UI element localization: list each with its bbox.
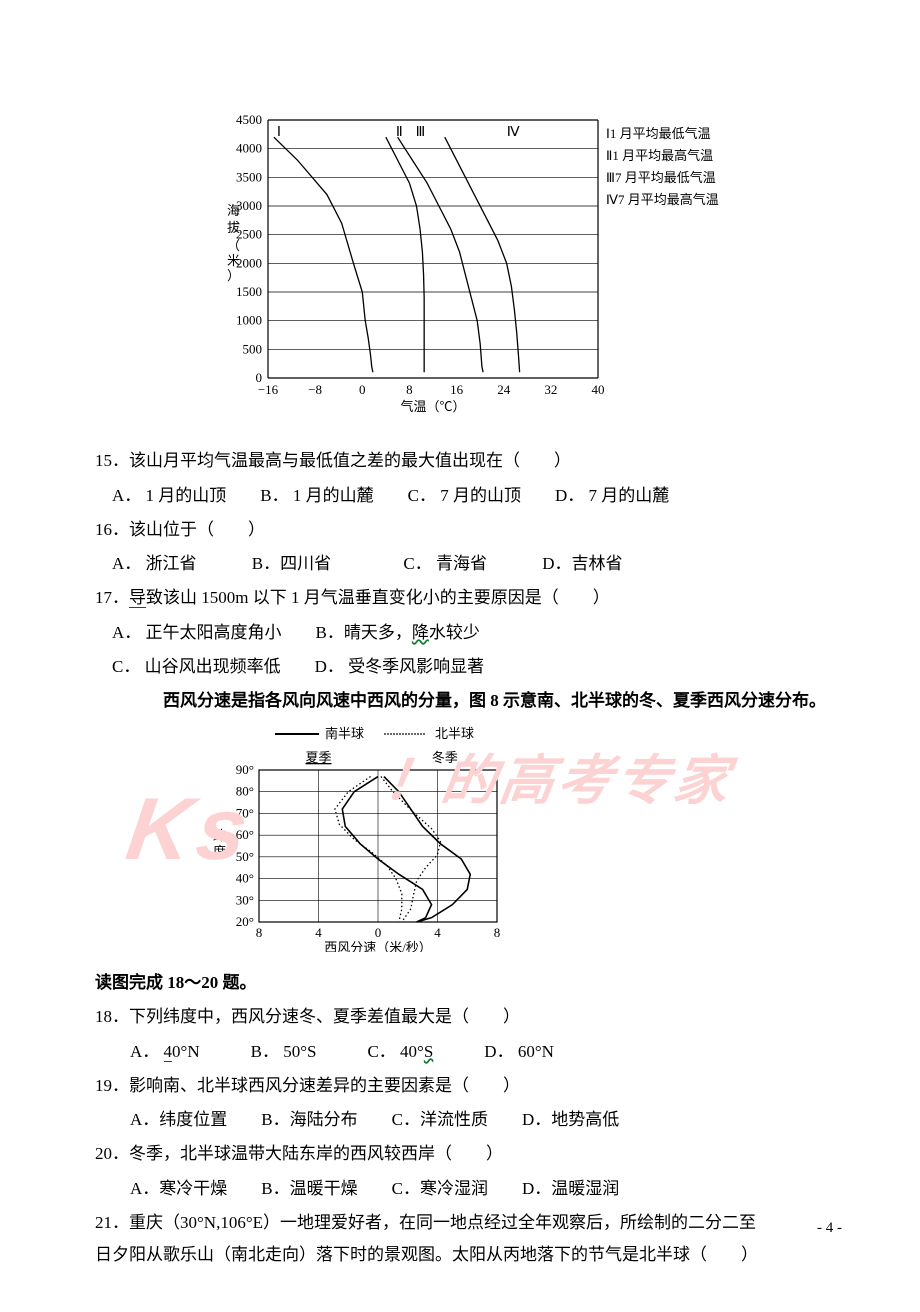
- svg-text:1500: 1500: [236, 284, 262, 299]
- svg-text:20°: 20°: [236, 914, 254, 929]
- q17-opt-line2: C． 山谷风出现频率低 D． 受冬季风影响显著: [112, 651, 850, 683]
- q17-stem: 17．导致该山 1500m 以下 1 月气温垂直变化小的主要原因是（ ）: [95, 582, 850, 614]
- q18-opts: A． 40°N B． 50°S C． 40°S D． 60°N: [130, 1036, 850, 1068]
- svg-text:拔: 拔: [227, 220, 240, 235]
- svg-text:冬季: 冬季: [432, 750, 458, 765]
- svg-text:8: 8: [494, 925, 501, 940]
- q19-opts: A．纬度位置 B．海陆分布 C．洋流性质 D．地势高低: [130, 1104, 850, 1136]
- svg-text:度: 度: [213, 844, 226, 859]
- svg-text:Ⅱ1 月平均最高气温: Ⅱ1 月平均最高气温: [606, 148, 713, 163]
- svg-text:24: 24: [497, 382, 511, 397]
- svg-text:1000: 1000: [236, 313, 262, 328]
- svg-text:32: 32: [544, 382, 557, 397]
- chart-temperature-altitude: 050010001500200025003000350040004500−16−…: [213, 110, 733, 431]
- q16-stem: 16．该山位于（ ）: [95, 514, 850, 546]
- anno-jiang: 降: [412, 623, 429, 642]
- svg-text:0: 0: [375, 925, 382, 940]
- svg-text:Ⅳ7 月平均最高气温: Ⅳ7 月平均最高气温: [606, 192, 719, 207]
- svg-text:北半球: 北半球: [435, 726, 474, 741]
- svg-text:4: 4: [315, 925, 322, 940]
- svg-text:8: 8: [406, 382, 413, 397]
- anno-s: S: [424, 1042, 433, 1061]
- section-18-20: 读图完成 18～20 题。: [95, 967, 850, 999]
- q20-stem: 20．冬季，北半球温带大陆东岸的西风较西岸（ ）: [95, 1138, 850, 1170]
- svg-text:Ⅰ: Ⅰ: [276, 125, 280, 140]
- q21-line2: 日夕阳从歌乐山（南北走向）落下时的景观图。太阳从丙地落下的节气是北半球（ ）: [95, 1239, 850, 1271]
- svg-text:70°: 70°: [236, 805, 254, 820]
- svg-text:）: ）: [227, 268, 240, 283]
- svg-text:Ⅳ: Ⅳ: [506, 125, 519, 140]
- svg-text:−16: −16: [257, 382, 278, 397]
- svg-text:90°: 90°: [236, 762, 254, 777]
- svg-text:Ⅰ1 月平均最低气温: Ⅰ1 月平均最低气温: [606, 126, 711, 141]
- svg-text:30°: 30°: [236, 892, 254, 907]
- svg-text:40°: 40°: [236, 870, 254, 885]
- q15-stem: 15．该山月平均气温最高与最低值之差的最大值出现在（ ）: [95, 445, 850, 477]
- svg-text:西风分速（米/秒）: 西风分速（米/秒）: [324, 940, 432, 952]
- q15-opts: A． 1 月的山顶 B． 1 月的山麓 C． 7 月的山顶 D． 7 月的山麓: [112, 480, 850, 512]
- svg-text:纬: 纬: [213, 828, 226, 843]
- intro-wind: 西风分速是指各风向风速中西风的分量，图 8 示意南、北半球的冬、夏季西风分速分布…: [163, 685, 850, 717]
- svg-text:500: 500: [242, 341, 262, 356]
- svg-text:海: 海: [227, 203, 240, 218]
- svg-text:夏季: 夏季: [305, 750, 331, 765]
- chart-wind-speed: 南半球 北半球夏季 冬季 20° 30° 40° 50° 60° 70° 80° 90° 8 4 0 4 8 西…: [187, 722, 537, 963]
- svg-text:4000: 4000: [236, 141, 262, 156]
- svg-text:4500: 4500: [236, 112, 262, 127]
- anno-40n: 4: [164, 1042, 173, 1062]
- q16-opts: A． 浙江省 B．四川省 C． 青海省 D．吉林省: [112, 548, 850, 580]
- q20-opts: A．寒冷干燥 B．温暖干燥 C．寒冷湿润 D．温暖湿润: [130, 1173, 850, 1205]
- svg-text:50°: 50°: [236, 849, 254, 864]
- svg-text:3500: 3500: [236, 169, 262, 184]
- svg-text:米: 米: [227, 253, 240, 268]
- q17-opt-line1: A． 正午太阳高度角小 B．晴天多，降水较少: [112, 617, 850, 649]
- svg-text:0: 0: [359, 382, 366, 397]
- svg-text:80°: 80°: [236, 783, 254, 798]
- svg-text:60°: 60°: [236, 827, 254, 842]
- page-number: - 4 -: [817, 1214, 842, 1243]
- anno-zhi: 致: [146, 588, 163, 607]
- svg-text:Ⅲ: Ⅲ: [415, 125, 425, 140]
- svg-text:气温（℃）: 气温（℃）: [400, 399, 465, 414]
- svg-text:（: （: [227, 238, 240, 253]
- q18-stem: 18．下列纬度中，西风分速冬、夏季差值最大是（ ）: [95, 1001, 850, 1033]
- svg-text:南半球: 南半球: [325, 726, 364, 741]
- anno-dao: 导: [129, 588, 146, 608]
- svg-text:−8: −8: [308, 382, 322, 397]
- q21-line1: 21．重庆（30°N,106°E）一地理爱好者，在同一地点经过全年观察后，所绘制…: [95, 1207, 850, 1239]
- q19-stem: 19．影响南、北半球西风分速差异的主要因素是（ ）: [95, 1070, 850, 1102]
- svg-text:8: 8: [256, 925, 263, 940]
- svg-text:40: 40: [591, 382, 604, 397]
- svg-text:4: 4: [434, 925, 441, 940]
- svg-text:16: 16: [450, 382, 464, 397]
- svg-text:Ⅱ: Ⅱ: [395, 125, 402, 140]
- svg-text:Ⅲ7 月平均最低气温: Ⅲ7 月平均最低气温: [606, 170, 716, 185]
